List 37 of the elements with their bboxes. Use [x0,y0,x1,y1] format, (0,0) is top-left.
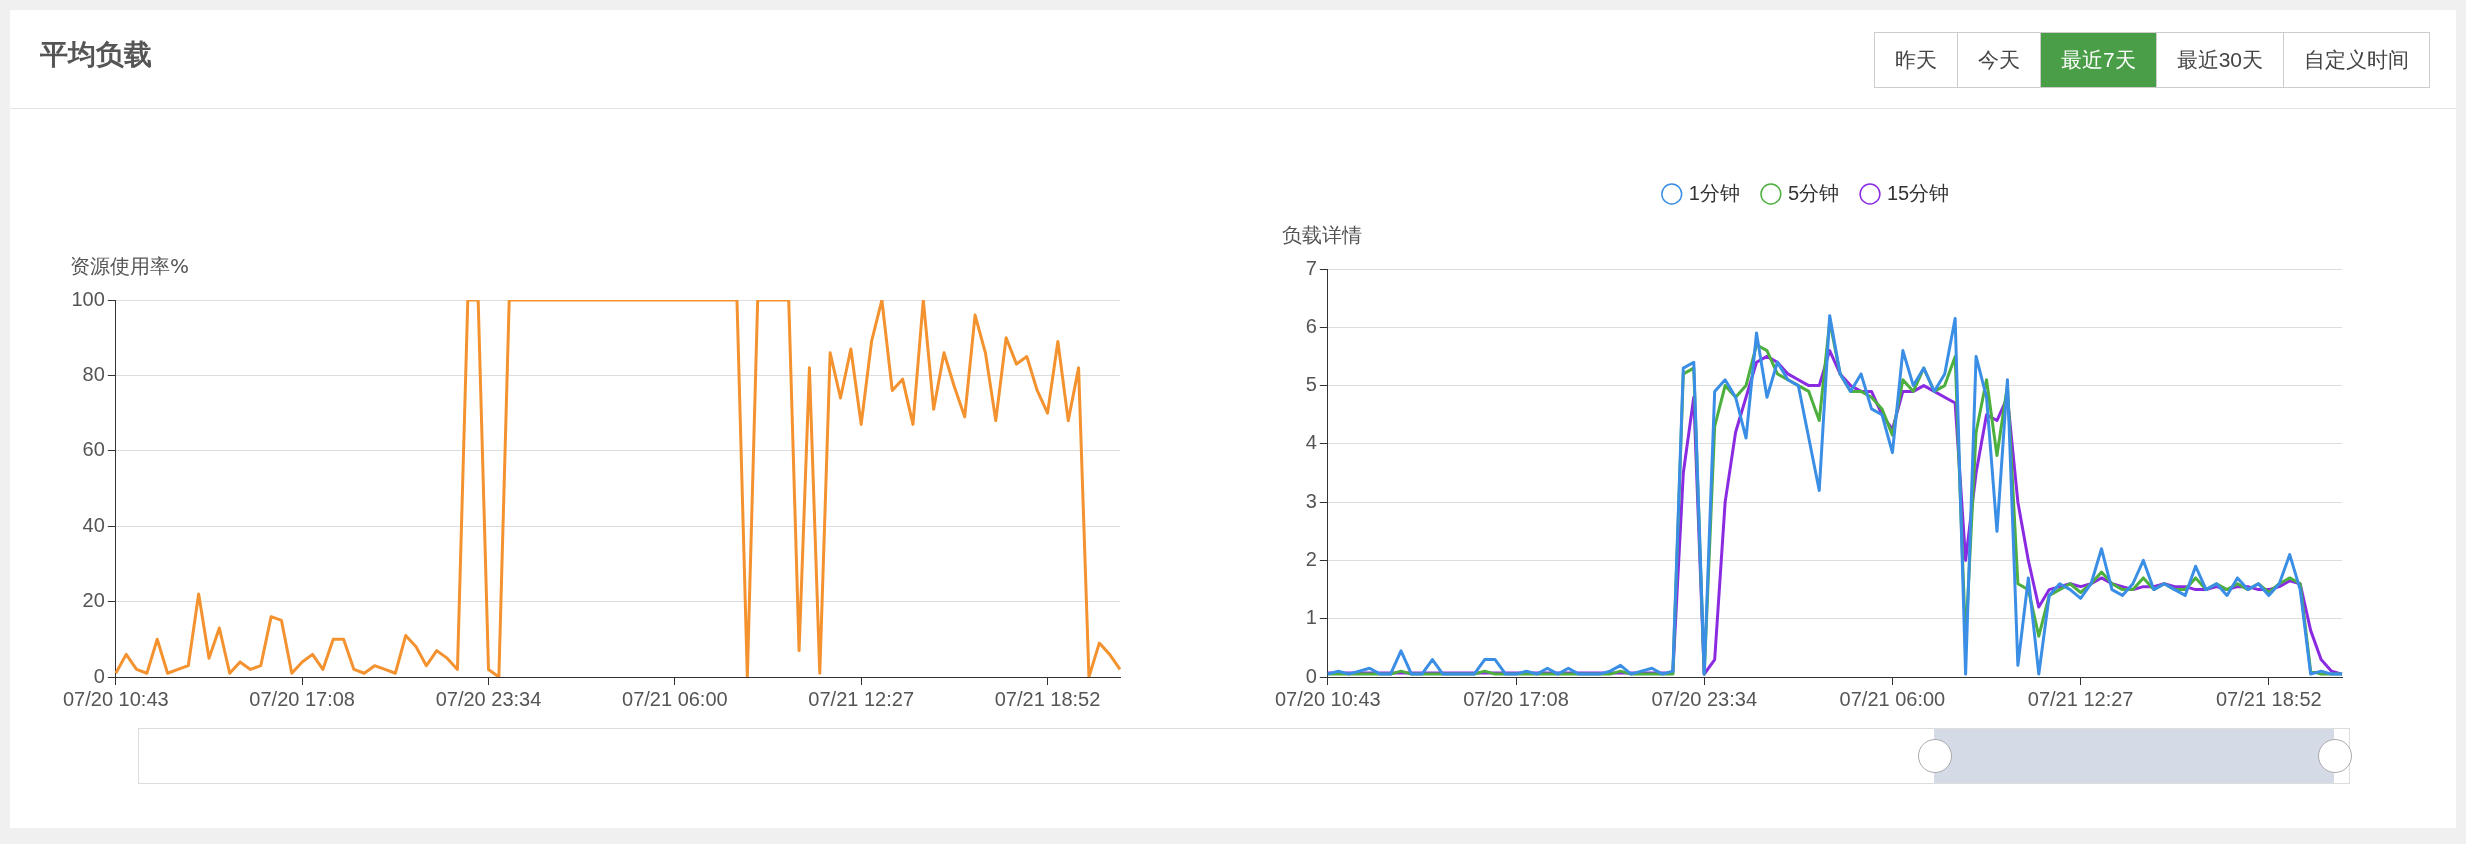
text: 平均负载 [40,38,152,72]
y-tick-label: 7 [1305,256,1317,279]
category-label: 昨天 [1874,33,1957,87]
y-tick-label: 60 [82,438,105,461]
x-tick-label: 07/20 23:34 [1651,687,1758,710]
x-tick-label: 07/21 18:52 [994,687,1101,710]
legend-label: 15分钟 [1887,181,1950,204]
legend-label: 5分钟 [1787,181,1839,204]
y-tick-label: 40 [82,513,105,536]
x-tick-label: 07/20 10:43 [63,687,169,710]
y-tick-label: 100 [71,287,105,310]
y-axis-title: 负载详情 [1282,223,1362,248]
x-tick-label: 07/21 18:52 [2215,687,2322,710]
x-tick-label: 07/21 12:27 [808,687,915,710]
y-tick-label: 20 [82,589,105,612]
y-tick-label: 5 [1305,373,1317,396]
category-label: 最近30天 [2155,33,2283,87]
y-tick-label: 1 [1305,606,1317,629]
y-tick-label: 6 [1305,314,1317,337]
x-tick-label: 07/20 10:43 [1275,687,1381,710]
x-tick-label: 07/21 06:00 [622,687,728,710]
y-axis-title: 资源使用率% [70,254,190,279]
y-tick-label: 4 [1305,431,1317,454]
y-tick-label: 3 [1305,489,1317,512]
x-tick-label: 07/21 12:27 [2027,687,2134,710]
y-tick-label: 0 [1305,664,1317,687]
legend-label: 1分钟 [1688,181,1740,204]
category-label: 今天 [1956,33,2040,87]
y-tick-label: 0 [93,664,105,687]
x-tick-label: 07/20 17:08 [1463,687,1569,710]
category-label: 自定义时间 [2283,33,2429,87]
y-tick-label: 2 [1305,547,1317,570]
x-tick-label: 07/20 23:34 [435,687,542,710]
y-tick-label: 80 [82,362,105,385]
x-tick-label: 07/20 17:08 [249,687,355,710]
x-tick-label: 07/21 06:00 [1839,687,1946,710]
category-label: 最近7天 [2039,33,2156,87]
